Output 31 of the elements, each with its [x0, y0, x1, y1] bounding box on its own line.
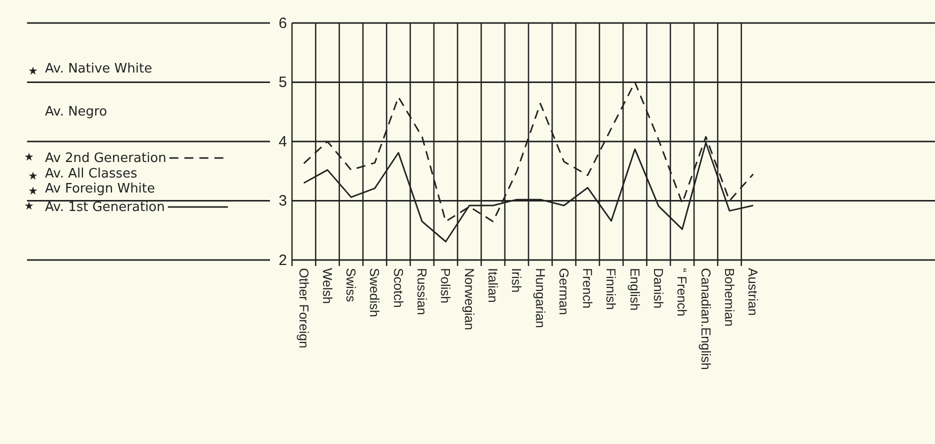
x-tick-label: Welsh: [320, 268, 335, 304]
x-tick-label: “ French: [674, 268, 690, 316]
text: Av. Native White: [45, 62, 152, 77]
x-tick-label: Polish: [438, 268, 454, 304]
text: Av. All Classes: [45, 166, 138, 182]
x-tick-label: Irish: [509, 268, 524, 293]
y-tick-label: 6: [278, 14, 287, 32]
y-tick-label: 4: [278, 133, 287, 150]
text: Av Foreign White: [45, 182, 156, 197]
x-tick-label: Swiss: [344, 268, 359, 302]
y-tick-label: 5: [278, 74, 287, 92]
x-tick-label: Italian: [485, 268, 500, 303]
x-tick-label: Finnish: [604, 268, 619, 310]
x-tick-label: Austrian: [746, 268, 761, 316]
x-tick-label: Bohemian: [722, 268, 737, 327]
x-tick-label: English: [627, 268, 642, 311]
legend-label: Av 2nd Generation: [45, 151, 166, 166]
x-tick-label: Danish: [651, 268, 666, 308]
x-tick-label: Other Foreign: [296, 268, 312, 348]
x-tick-label: Swedish: [367, 268, 382, 318]
text: Av. Negro: [45, 104, 108, 120]
x-tick-label: Norwegian: [462, 268, 477, 330]
x-tick-label: Hungarian: [532, 268, 548, 328]
y-tick-label: 3: [278, 192, 287, 210]
x-tick-label: German: [556, 268, 572, 315]
x-tick-label: Canadian.English: [698, 268, 714, 370]
x-tick-label: Russian: [414, 268, 430, 315]
x-tick-label: French: [580, 268, 596, 308]
legend-label: Av. 1st Generation: [45, 200, 165, 215]
y-tick-label: 2: [278, 252, 287, 269]
x-tick-label: Scotch: [390, 268, 406, 308]
